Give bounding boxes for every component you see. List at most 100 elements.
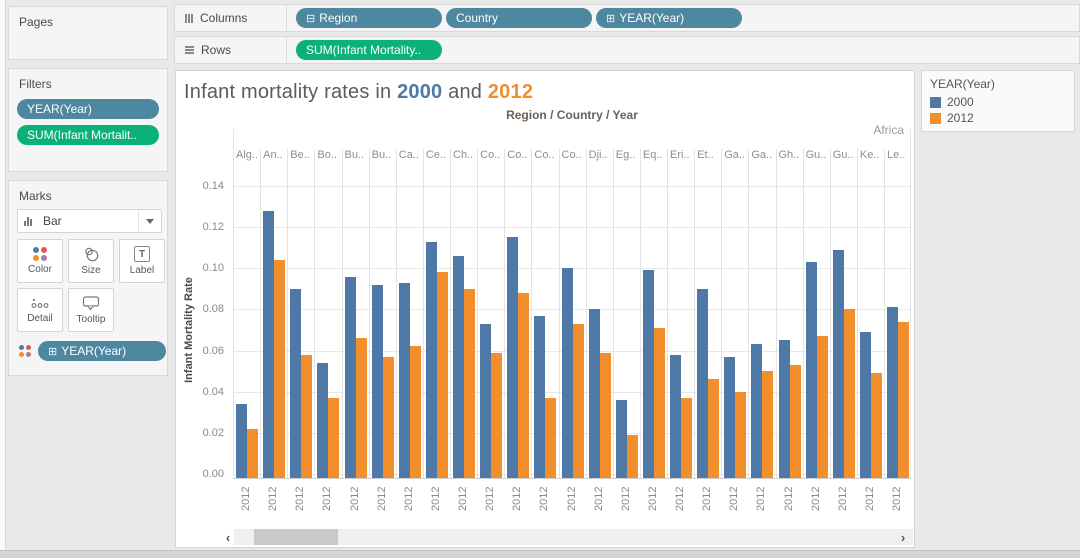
mark-type-dropdown[interactable]: Bar: [17, 209, 162, 233]
country-header[interactable]: Ca..: [398, 149, 419, 161]
country-header[interactable]: Co..: [507, 149, 528, 161]
pages-shelf[interactable]: Pages: [8, 6, 168, 60]
bar-2012[interactable]: [816, 336, 828, 478]
scroll-left-arrow[interactable]: ‹: [225, 529, 231, 545]
bar-2012[interactable]: [491, 352, 503, 478]
legend-item-2012[interactable]: 2012: [922, 111, 1074, 127]
detail-button[interactable]: Detail: [17, 288, 63, 332]
country-header[interactable]: Co..: [534, 149, 555, 161]
bar-2012[interactable]: [626, 434, 638, 478]
dropdown-caret-zone[interactable]: [138, 210, 161, 232]
bar-2012[interactable]: [898, 321, 910, 478]
year-axis-label[interactable]: 2012: [619, 486, 632, 511]
size-button[interactable]: Size: [68, 239, 114, 283]
country-header[interactable]: Ch..: [453, 149, 474, 161]
pill-year-year[interactable]: YEAR(Year): [17, 99, 159, 119]
bar-2000[interactable]: [887, 307, 899, 478]
bar-2000[interactable]: [263, 210, 275, 478]
country-header[interactable]: An..: [263, 149, 283, 161]
year-axis-label[interactable]: 2012: [321, 486, 334, 511]
country-header[interactable]: Be..: [290, 149, 310, 161]
year-axis-label[interactable]: 2012: [836, 486, 849, 511]
country-header[interactable]: Eq..: [642, 149, 663, 161]
tooltip-button[interactable]: Tooltip: [68, 288, 114, 332]
year-axis-label[interactable]: 2012: [674, 486, 687, 511]
country-header[interactable]: Gu..: [805, 149, 827, 161]
bar-2000[interactable]: [670, 354, 682, 478]
year-axis-label[interactable]: 2012: [457, 486, 470, 511]
year-axis-label[interactable]: 2012: [267, 486, 280, 511]
bar-2012[interactable]: [870, 373, 882, 478]
bar-2012[interactable]: [464, 288, 476, 478]
bar-2000[interactable]: [236, 404, 248, 478]
label-button[interactable]: T Label: [119, 239, 165, 283]
bar-2000[interactable]: [588, 309, 600, 478]
country-header[interactable]: Dji..: [588, 149, 608, 161]
bar-2000[interactable]: [832, 249, 844, 478]
bar-2000[interactable]: [507, 237, 519, 478]
bar-2000[interactable]: [317, 362, 329, 478]
bar-2000[interactable]: [371, 284, 383, 478]
year-axis-label[interactable]: 2012: [782, 486, 795, 511]
pill-region[interactable]: ⊟ Region: [296, 8, 442, 28]
year-axis-label[interactable]: 2012: [809, 486, 822, 511]
bar-2012[interactable]: [328, 397, 340, 478]
bar-2000[interactable]: [534, 315, 546, 478]
country-header[interactable]: Co..: [480, 149, 501, 161]
year-axis-label[interactable]: 2012: [863, 486, 876, 511]
region-header-africa[interactable]: Africa: [873, 123, 904, 137]
bar-2000[interactable]: [561, 268, 573, 478]
bar-2012[interactable]: [518, 292, 530, 478]
country-header[interactable]: Eri..: [670, 149, 690, 161]
pill-country[interactable]: Country: [446, 8, 592, 28]
rows-shelf[interactable]: Rows SUM(Infant Mortality..: [174, 36, 1080, 64]
country-header[interactable]: Bo..: [317, 149, 337, 161]
bar-2012[interactable]: [572, 323, 584, 478]
year-axis-label[interactable]: 2012: [646, 486, 659, 511]
year-axis-label[interactable]: 2012: [538, 486, 551, 511]
year-axis-label[interactable]: 2012: [429, 486, 442, 511]
marks-pill-year[interactable]: ⊞ YEAR(Year): [38, 341, 166, 361]
country-header[interactable]: Ga..: [751, 149, 773, 161]
country-header[interactable]: Ce..: [425, 149, 447, 161]
country-header[interactable]: Ke..: [859, 149, 880, 161]
bar-2000[interactable]: [697, 288, 709, 478]
bar-2012[interactable]: [789, 364, 801, 478]
color-button[interactable]: Color: [17, 239, 63, 283]
year-axis-label[interactable]: 2012: [701, 486, 714, 511]
country-header[interactable]: Le..: [887, 149, 906, 161]
country-header[interactable]: Eg..: [615, 149, 636, 161]
bar-2000[interactable]: [615, 399, 627, 478]
bar-2012[interactable]: [545, 397, 557, 478]
bar-2012[interactable]: [247, 428, 259, 478]
bar-2012[interactable]: [653, 327, 665, 478]
year-axis-label[interactable]: 2012: [592, 486, 605, 511]
bar-2012[interactable]: [301, 354, 313, 478]
pill-sum-infant-mortality[interactable]: SUM(Infant Mortality..: [296, 40, 442, 60]
bar-2012[interactable]: [436, 272, 448, 478]
bar-2012[interactable]: [681, 397, 693, 478]
bar-2000[interactable]: [290, 288, 302, 478]
year-axis-label[interactable]: 2012: [891, 486, 904, 511]
year-axis-label[interactable]: 2012: [484, 486, 497, 511]
year-axis-label[interactable]: 2012: [294, 486, 307, 511]
country-header[interactable]: Gh..: [778, 149, 800, 161]
bar-2000[interactable]: [778, 340, 790, 478]
year-axis-label[interactable]: 2012: [375, 486, 388, 511]
year-axis-label[interactable]: 2012: [240, 486, 253, 511]
bar-2012[interactable]: [735, 391, 747, 478]
bar-2000[interactable]: [425, 241, 437, 478]
bar-2000[interactable]: [480, 323, 492, 478]
pill-sum-infant-mortalit[interactable]: SUM(Infant Mortalit..: [17, 125, 159, 145]
year-axis-label[interactable]: 2012: [348, 486, 361, 511]
legend-item-2000[interactable]: 2000: [922, 95, 1074, 111]
country-header[interactable]: Bu..: [371, 149, 392, 161]
bar-2012[interactable]: [382, 356, 394, 478]
bar-2012[interactable]: [409, 346, 421, 478]
year-axis-label[interactable]: 2012: [402, 486, 415, 511]
bar-2012[interactable]: [843, 309, 855, 478]
bar-2000[interactable]: [859, 332, 871, 478]
country-header[interactable]: Alg..: [236, 149, 259, 161]
bar-2012[interactable]: [599, 352, 611, 478]
bar-2012[interactable]: [762, 371, 774, 478]
